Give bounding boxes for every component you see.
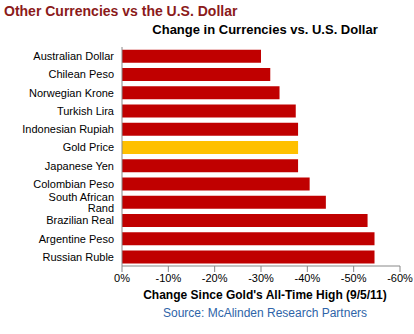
- svg-text:Japanese Yen: Japanese Yen: [45, 160, 114, 172]
- svg-text:Brazilian Real: Brazilian Real: [46, 214, 114, 226]
- svg-text:Australian Dollar: Australian Dollar: [33, 50, 114, 62]
- svg-text:-30%: -30%: [248, 272, 274, 284]
- svg-text:Colombian Peso: Colombian Peso: [33, 178, 114, 190]
- svg-text:Turkish Lira: Turkish Lira: [57, 105, 115, 117]
- svg-text:-60%: -60%: [387, 272, 406, 284]
- html-text:Source: McAlinden Research Par: Source: McAlinden Research Partners: [163, 306, 367, 320]
- svg-text:Argentine Peso: Argentine Peso: [39, 233, 114, 245]
- svg-text:0%: 0%: [114, 272, 130, 284]
- svg-text:South AfricanRand: South AfricanRand: [49, 191, 114, 214]
- svg-text:-10%: -10%: [155, 272, 181, 284]
- html-text:Other Currencies vs the U.S. D: Other Currencies vs the U.S. Dollar: [4, 3, 238, 19]
- svg-text:-50%: -50%: [341, 272, 367, 284]
- svg-text:Gold Price: Gold Price: [63, 141, 114, 153]
- svg-text:Russian Ruble: Russian Ruble: [42, 251, 114, 263]
- html-text:Change in Currencies vs. U.S.: Change in Currencies vs. U.S. Dollar: [152, 22, 378, 37]
- svg-text:Norwegian Krone: Norwegian Krone: [29, 87, 114, 99]
- svg-text:-20%: -20%: [202, 272, 228, 284]
- html-text:Change Since Gold's All-Time H: Change Since Gold's All-Time High (9/5/1…: [143, 288, 387, 302]
- svg-text:-40%: -40%: [294, 272, 320, 284]
- svg-text:Indonesian Rupiah: Indonesian Rupiah: [22, 123, 114, 135]
- svg-text:Chilean Peso: Chilean Peso: [49, 68, 114, 80]
